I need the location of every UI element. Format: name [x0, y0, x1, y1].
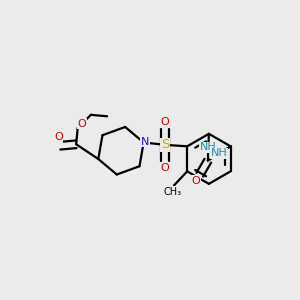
- Text: O: O: [54, 133, 63, 142]
- Text: O: O: [192, 176, 200, 186]
- Text: NH: NH: [200, 142, 217, 152]
- Text: S: S: [161, 138, 169, 151]
- Text: O: O: [161, 163, 170, 172]
- Text: NH: NH: [211, 148, 228, 158]
- Text: N: N: [141, 137, 149, 147]
- Text: O: O: [78, 119, 86, 129]
- Text: CH₃: CH₃: [164, 187, 181, 197]
- Text: O: O: [161, 117, 170, 127]
